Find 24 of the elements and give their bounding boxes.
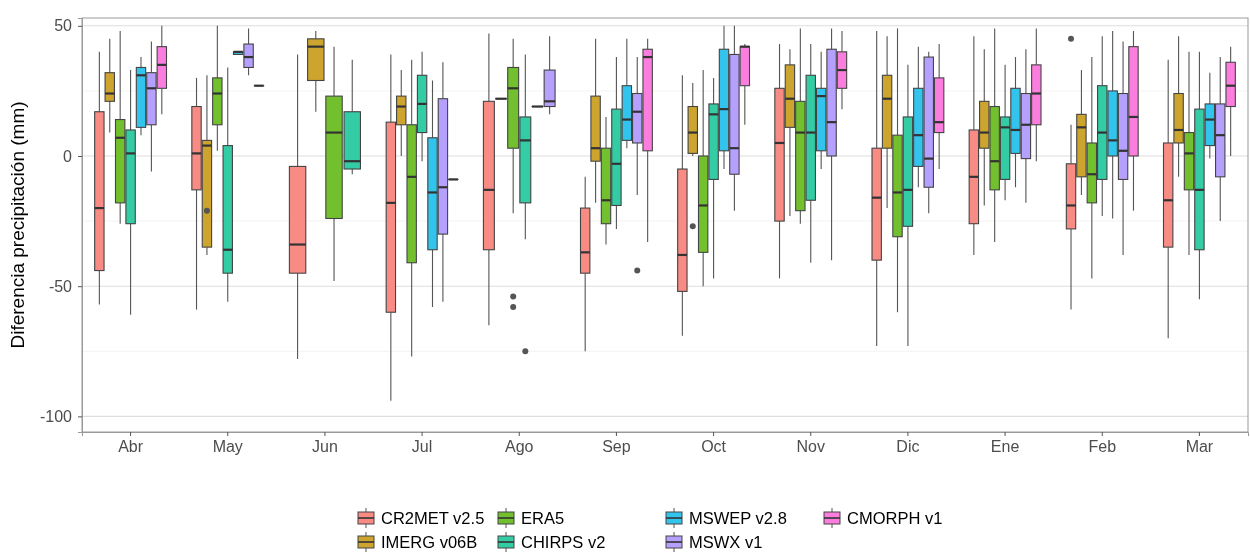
x-tick-label: Feb [1088, 438, 1117, 456]
legend-label: CR2MET v2.5 [381, 509, 485, 527]
x-tick-label: Ago [505, 438, 534, 456]
x-tick-label: Oct [701, 438, 727, 456]
y-tick-label: -50 [48, 277, 73, 295]
y-tick-label: 50 [54, 17, 73, 35]
y-tick-label: 0 [63, 147, 73, 165]
legend-label: ERA5 [521, 509, 565, 527]
legend-label: IMERG v06B [381, 533, 478, 551]
x-tick-label: May [212, 438, 243, 456]
legend-label: MSWX v1 [689, 533, 763, 551]
x-tick-label: Abr [118, 438, 144, 456]
y-axis-title: Diferencia precipitación (mm) [7, 101, 28, 349]
x-tick-label: Jul [411, 438, 433, 456]
x-tick-label: Mar [1185, 438, 1214, 456]
x-tick-label: Nov [796, 438, 825, 456]
x-tick-label: Dic [896, 438, 920, 456]
legend-label: CHIRPS v2 [521, 533, 606, 551]
x-tick-label: Jun [312, 438, 338, 456]
x-tick-label: Ene [990, 438, 1020, 456]
x-tick-label: Sep [602, 438, 631, 456]
y-tick-label: -100 [39, 408, 73, 425]
legend-label: CMORPH v1 [847, 509, 943, 527]
legend-label: MSWEP v2.8 [689, 509, 787, 527]
